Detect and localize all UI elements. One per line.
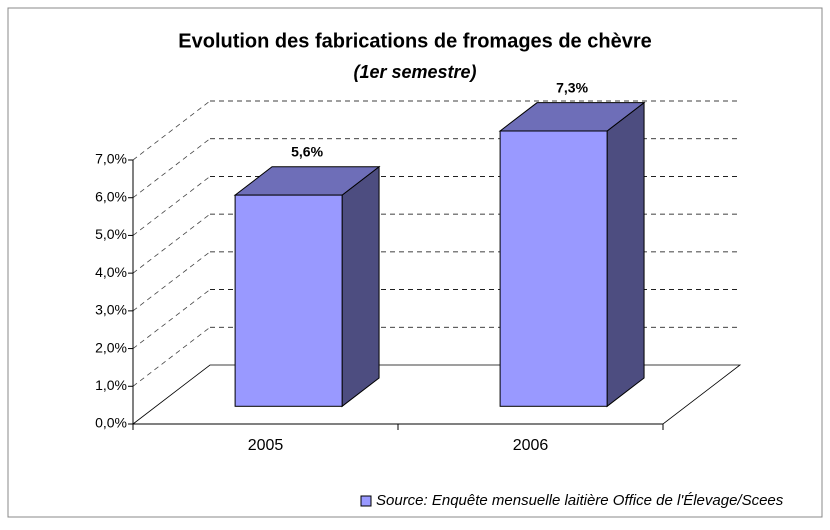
y-tick-label: 5,0% bbox=[95, 226, 127, 242]
bar bbox=[499, 130, 608, 407]
grid-line-side bbox=[132, 251, 211, 312]
chart-subtitle: (1er semestre) bbox=[353, 62, 476, 82]
grid-line-side bbox=[132, 289, 211, 349]
x-tick-label: 2005 bbox=[248, 437, 284, 454]
bar-side bbox=[606, 101, 645, 408]
y-tick-label: 7,0% bbox=[95, 151, 127, 167]
grid-line-side bbox=[132, 176, 211, 236]
legend-label: Source: Enquête mensuelle laitière Offic… bbox=[376, 492, 784, 509]
chart-title: Evolution des fabrications de fromages d… bbox=[178, 30, 651, 52]
bar-side bbox=[341, 165, 380, 408]
grid-line-side bbox=[132, 138, 211, 199]
y-tick-label: 3,0% bbox=[95, 302, 127, 318]
grid-line-side bbox=[132, 213, 211, 274]
y-tick-label: 2,0% bbox=[95, 339, 127, 355]
y-tick-label: 4,0% bbox=[95, 264, 127, 280]
chart-frame bbox=[7, 7, 823, 518]
y-tick-label: 6,0% bbox=[95, 188, 127, 204]
data-label: 7,3% bbox=[556, 79, 588, 95]
y-tick-label: 1,0% bbox=[95, 377, 127, 393]
grid-line-side bbox=[132, 100, 211, 161]
bar bbox=[234, 194, 343, 407]
data-label: 5,6% bbox=[291, 143, 323, 159]
grid-line-side bbox=[132, 326, 211, 387]
x-tick-label: 2006 bbox=[513, 437, 549, 454]
y-tick-label: 0,0% bbox=[95, 415, 127, 431]
legend-swatch bbox=[360, 495, 372, 507]
